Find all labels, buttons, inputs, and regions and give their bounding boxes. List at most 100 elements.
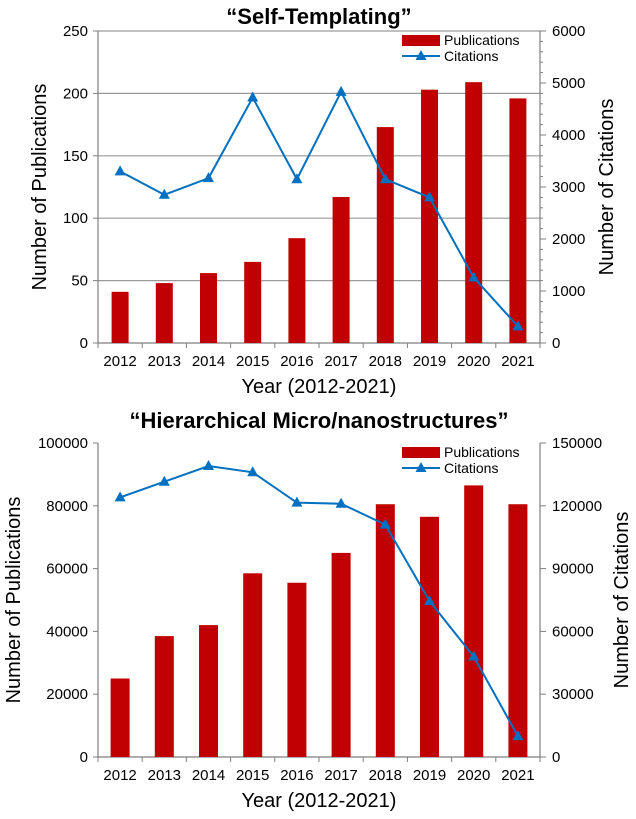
bar [243, 573, 263, 757]
x-axis-title: Year (2012-2021) [242, 376, 397, 398]
bar [154, 636, 174, 757]
y-tick-label: 0 [80, 335, 88, 352]
x-tick-label: 2014 [192, 767, 225, 784]
x-tick-label: 2018 [369, 767, 402, 784]
x-tick-label: 2021 [501, 767, 534, 784]
y-axis-title: Number of Publications [3, 497, 25, 704]
x-tick-label: 2012 [103, 353, 136, 370]
y2-tick-label: 0 [552, 335, 560, 352]
y2-tick-label: 30000 [552, 686, 594, 703]
legend-marker-citations [415, 462, 427, 472]
x-tick-label: 2015 [236, 353, 269, 370]
y2-tick-label: 1000 [552, 283, 585, 300]
bar [200, 273, 217, 343]
citation-point [291, 496, 303, 507]
x-tick-label: 2013 [148, 767, 181, 784]
bar [111, 291, 129, 343]
bar [464, 485, 484, 757]
citation-point [158, 475, 170, 486]
x-tick-label: 2012 [103, 767, 136, 784]
bar [375, 504, 395, 757]
y2-tick-label: 4000 [552, 127, 585, 144]
citation-point [379, 173, 391, 184]
citation-point [424, 191, 435, 202]
y-tick-label: 20000 [46, 686, 88, 703]
bar [287, 582, 307, 757]
citations-line [119, 465, 519, 737]
citation-point [512, 320, 524, 331]
y-tick-label: 200 [63, 85, 88, 102]
legend-label-citations: Citations [444, 48, 498, 64]
citation-point [114, 165, 126, 176]
legend-swatch-publications [402, 447, 440, 458]
citation-point [379, 518, 391, 529]
y2-axis-title: Number of Citations [611, 512, 633, 689]
x-tick-label: 2013 [148, 353, 181, 370]
bar [420, 516, 439, 757]
citation-point [247, 91, 259, 102]
citation-point [468, 271, 480, 282]
x-tick-label: 2020 [457, 353, 490, 370]
y2-tick-label: 60000 [552, 623, 594, 640]
chart-1: 0 50 100 150 200 250 0 1000 2000 3000 4000 5000 6000… [29, 4, 618, 398]
x-axis-title: Year (2012-2021) [242, 790, 397, 812]
bar [288, 238, 306, 343]
citation-point [468, 650, 480, 661]
y-tick-label: 80000 [46, 498, 88, 515]
bar [421, 89, 438, 343]
y2-tick-label: 120000 [552, 498, 602, 515]
bar [332, 196, 350, 343]
legend-label-citations: Citations [444, 460, 498, 476]
y-tick-label: 150 [63, 148, 88, 165]
y-axis-title: Number of Publications [29, 84, 51, 291]
x-tick-label: 2017 [324, 767, 357, 784]
y2-axis-title: Number of Citations [596, 99, 618, 276]
x-tick-label: 2020 [457, 767, 490, 784]
x-tick-label: 2014 [192, 353, 225, 370]
y2-tick-label: 90000 [552, 561, 594, 578]
y2-tick-label: 150000 [552, 435, 602, 452]
bar [199, 625, 218, 757]
citation-point [203, 460, 214, 471]
legend-marker-citations [415, 50, 427, 60]
bar [155, 283, 173, 343]
legend-label-publications: Publications [444, 32, 520, 48]
x-tick-label: 2015 [236, 767, 269, 784]
bar [508, 504, 528, 757]
y-tick-label: 100000 [38, 435, 88, 452]
citation-point [335, 497, 347, 508]
citation-point [158, 188, 170, 199]
y2-tick-label: 3000 [552, 179, 585, 196]
x-tick-label: 2021 [501, 353, 534, 370]
bar [465, 82, 483, 343]
x-tick-label: 2017 [324, 353, 357, 370]
y2-tick-label: 0 [552, 749, 560, 766]
citation-point [512, 730, 524, 741]
bar [331, 552, 351, 757]
x-tick-label: 2019 [413, 767, 446, 784]
citation-point [114, 491, 126, 502]
y-tick-label: 60000 [46, 561, 88, 578]
legend-label-publications: Publications [444, 444, 520, 460]
bar [244, 261, 262, 343]
y-tick-label: 100 [63, 210, 88, 227]
x-tick-label: 2018 [369, 353, 402, 370]
y-tick-label: 0 [80, 749, 88, 766]
y2-tick-label: 6000 [552, 23, 585, 40]
x-tick-label: 2019 [413, 353, 446, 370]
legend-swatch-publications [402, 35, 440, 46]
chart-2: 0 20000 40000 60000 80000 100000 0 30000 60000 90… [3, 408, 633, 812]
y-tick-label: 40000 [46, 623, 88, 640]
x-tick-label: 2016 [280, 767, 313, 784]
y-tick-label: 50 [71, 273, 88, 290]
citation-point [291, 173, 303, 184]
bar [376, 127, 394, 343]
x-tick-label: 2016 [280, 353, 313, 370]
citation-point [424, 595, 435, 606]
bar [509, 98, 527, 343]
chart-title: “Self-Templating” [226, 4, 411, 29]
